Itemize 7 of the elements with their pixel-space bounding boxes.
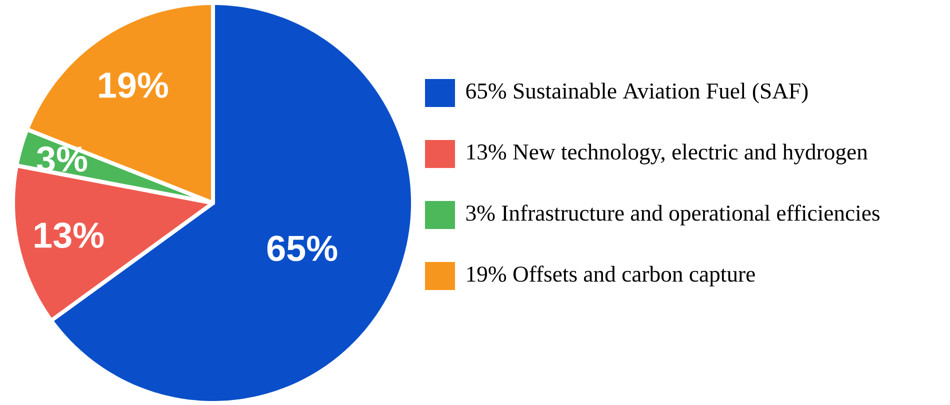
data-label: 13% [34, 222, 104, 248]
legend-label: 65% Sustainable Aviation Fuel (SAF) [466, 82, 808, 104]
legend-label: 19% Offsets and carbon capture [467, 266, 755, 286]
legend-label: 3% Infrastructure and operational efficiencies [466, 204, 880, 226]
data-label: 65% [267, 236, 338, 262]
data-label: 19% [99, 72, 168, 98]
legend-label: 13% New technology, electric and hydrogen [467, 144, 868, 164]
